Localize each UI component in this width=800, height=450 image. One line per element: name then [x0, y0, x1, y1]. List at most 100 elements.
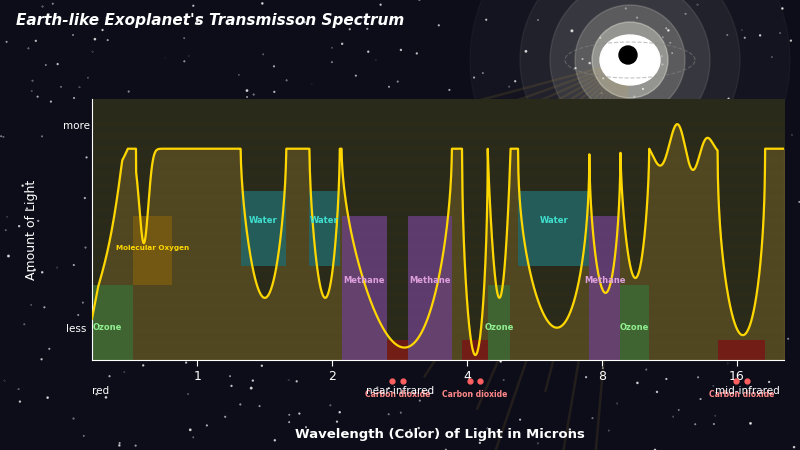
Point: [503, 83, 516, 90]
Point: [296, 336, 309, 343]
Point: [703, 324, 716, 331]
Point: [707, 420, 720, 427]
Point: [290, 188, 302, 195]
Point: [750, 215, 763, 222]
Point: [469, 200, 482, 207]
Point: [82, 74, 94, 81]
Point: [54, 83, 67, 90]
Point: [158, 240, 170, 247]
Point: [144, 140, 157, 147]
Point: [38, 304, 50, 311]
Circle shape: [575, 5, 685, 115]
Bar: [488, 285, 510, 360]
Point: [494, 358, 507, 365]
Point: [247, 91, 260, 98]
Point: [521, 277, 534, 284]
Bar: [310, 191, 340, 266]
Point: [413, 338, 426, 345]
Point: [501, 291, 514, 298]
Point: [42, 394, 54, 401]
Point: [282, 377, 295, 384]
Point: [362, 280, 375, 288]
Point: [628, 93, 641, 100]
Point: [640, 58, 653, 65]
Point: [201, 422, 214, 429]
Point: [553, 123, 566, 130]
Point: [631, 379, 644, 387]
Point: [31, 93, 44, 100]
Point: [386, 17, 399, 24]
Point: [398, 302, 410, 309]
Point: [604, 294, 617, 301]
Point: [111, 303, 124, 310]
Point: [16, 182, 29, 189]
Point: [747, 184, 760, 191]
Point: [729, 132, 742, 139]
Point: [354, 251, 366, 258]
Point: [497, 271, 510, 278]
Point: [738, 34, 751, 41]
Point: [18, 321, 30, 328]
Point: [426, 286, 439, 293]
Point: [333, 279, 346, 287]
Point: [364, 429, 377, 436]
Point: [137, 362, 150, 369]
Point: [582, 189, 594, 197]
Bar: [621, 285, 649, 360]
Point: [122, 163, 135, 170]
Point: [282, 262, 295, 269]
Point: [214, 234, 226, 242]
Point: [518, 287, 531, 294]
Point: [754, 32, 766, 39]
Point: [614, 332, 626, 339]
Point: [219, 413, 232, 420]
Point: [586, 156, 599, 163]
Point: [224, 373, 237, 380]
Point: [362, 48, 374, 55]
Point: [428, 168, 441, 175]
Point: [722, 95, 735, 102]
Point: [14, 398, 26, 405]
Point: [526, 117, 538, 124]
Point: [78, 194, 91, 202]
Point: [718, 353, 731, 360]
Point: [267, 63, 280, 70]
Point: [567, 224, 580, 231]
Point: [656, 34, 669, 41]
Point: [122, 88, 135, 95]
Point: [298, 19, 311, 26]
Point: [99, 394, 112, 401]
Bar: [590, 216, 621, 360]
Circle shape: [520, 0, 740, 170]
Point: [98, 341, 111, 348]
Point: [454, 301, 466, 308]
Point: [708, 261, 721, 269]
Point: [561, 131, 574, 139]
Point: [422, 387, 434, 394]
Point: [224, 320, 237, 327]
Point: [350, 72, 362, 79]
Point: [432, 22, 445, 29]
Point: [618, 229, 630, 236]
Text: Methane: Methane: [584, 276, 626, 285]
Point: [537, 190, 550, 197]
Text: Ozone: Ozone: [485, 323, 514, 332]
Point: [637, 86, 650, 93]
Point: [73, 84, 86, 91]
Circle shape: [592, 22, 668, 98]
Point: [472, 262, 485, 269]
Point: [240, 177, 253, 184]
Point: [173, 173, 186, 180]
Point: [361, 25, 374, 32]
Point: [587, 132, 600, 139]
Point: [614, 207, 626, 214]
Point: [563, 218, 576, 225]
Point: [710, 244, 722, 252]
Ellipse shape: [600, 35, 660, 85]
Point: [129, 184, 142, 191]
Text: Carbon dioxide: Carbon dioxide: [442, 390, 507, 399]
Point: [735, 334, 748, 341]
Point: [39, 61, 52, 68]
Point: [180, 359, 193, 366]
Point: [670, 281, 682, 288]
